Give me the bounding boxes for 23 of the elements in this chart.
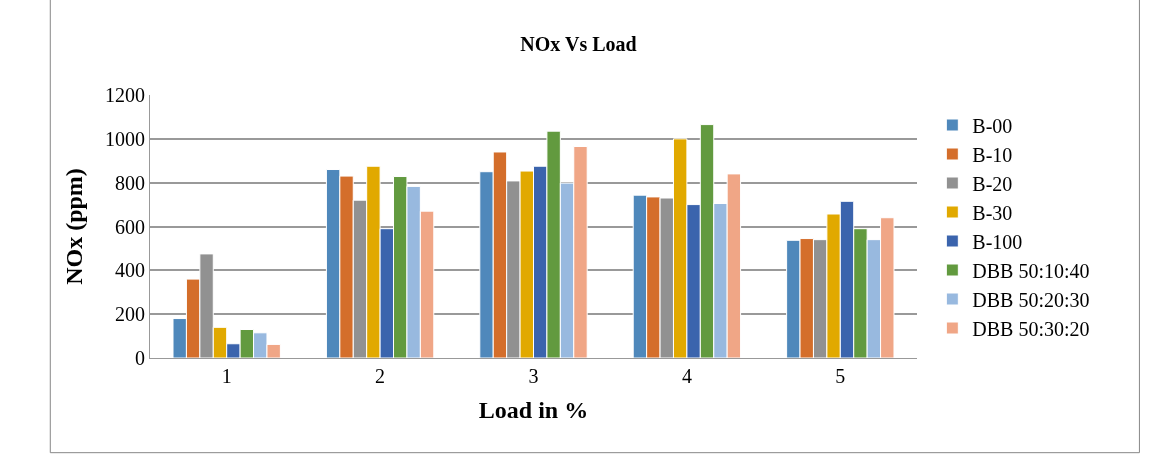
x-tick-label: 1 bbox=[221, 365, 232, 387]
y-tick-label: 1000 bbox=[105, 127, 145, 150]
y-tick-label: 800 bbox=[115, 171, 145, 194]
x-tick-label: 2 bbox=[375, 365, 386, 387]
x-axis-title: Load in % bbox=[478, 397, 589, 424]
legend-label: B-20 bbox=[972, 172, 1013, 195]
x-tick-label: 3 bbox=[528, 365, 539, 387]
x-tick-label: 5 bbox=[835, 365, 846, 387]
y-tick-label: 400 bbox=[115, 259, 145, 282]
legend-label: B-30 bbox=[972, 201, 1013, 224]
y-tick-label: 600 bbox=[115, 215, 145, 238]
y-axis-title: NOx (ppm) bbox=[61, 168, 88, 285]
legend-label: DBB 50:10:40 bbox=[972, 259, 1090, 282]
legend-label: DBB 50:30:20 bbox=[972, 317, 1090, 340]
legend-label: DBB 50:20:30 bbox=[972, 288, 1090, 311]
legend-label: B-100 bbox=[972, 230, 1023, 253]
chart-title: NOx Vs Load bbox=[520, 33, 637, 56]
legend-label: B-10 bbox=[972, 143, 1013, 166]
y-tick-label: 0 bbox=[135, 347, 145, 369]
y-tick-label: 1200 bbox=[105, 84, 145, 106]
legend-label: B-00 bbox=[972, 114, 1013, 137]
y-tick-label: 200 bbox=[115, 303, 145, 326]
x-tick-label: 4 bbox=[681, 365, 692, 387]
